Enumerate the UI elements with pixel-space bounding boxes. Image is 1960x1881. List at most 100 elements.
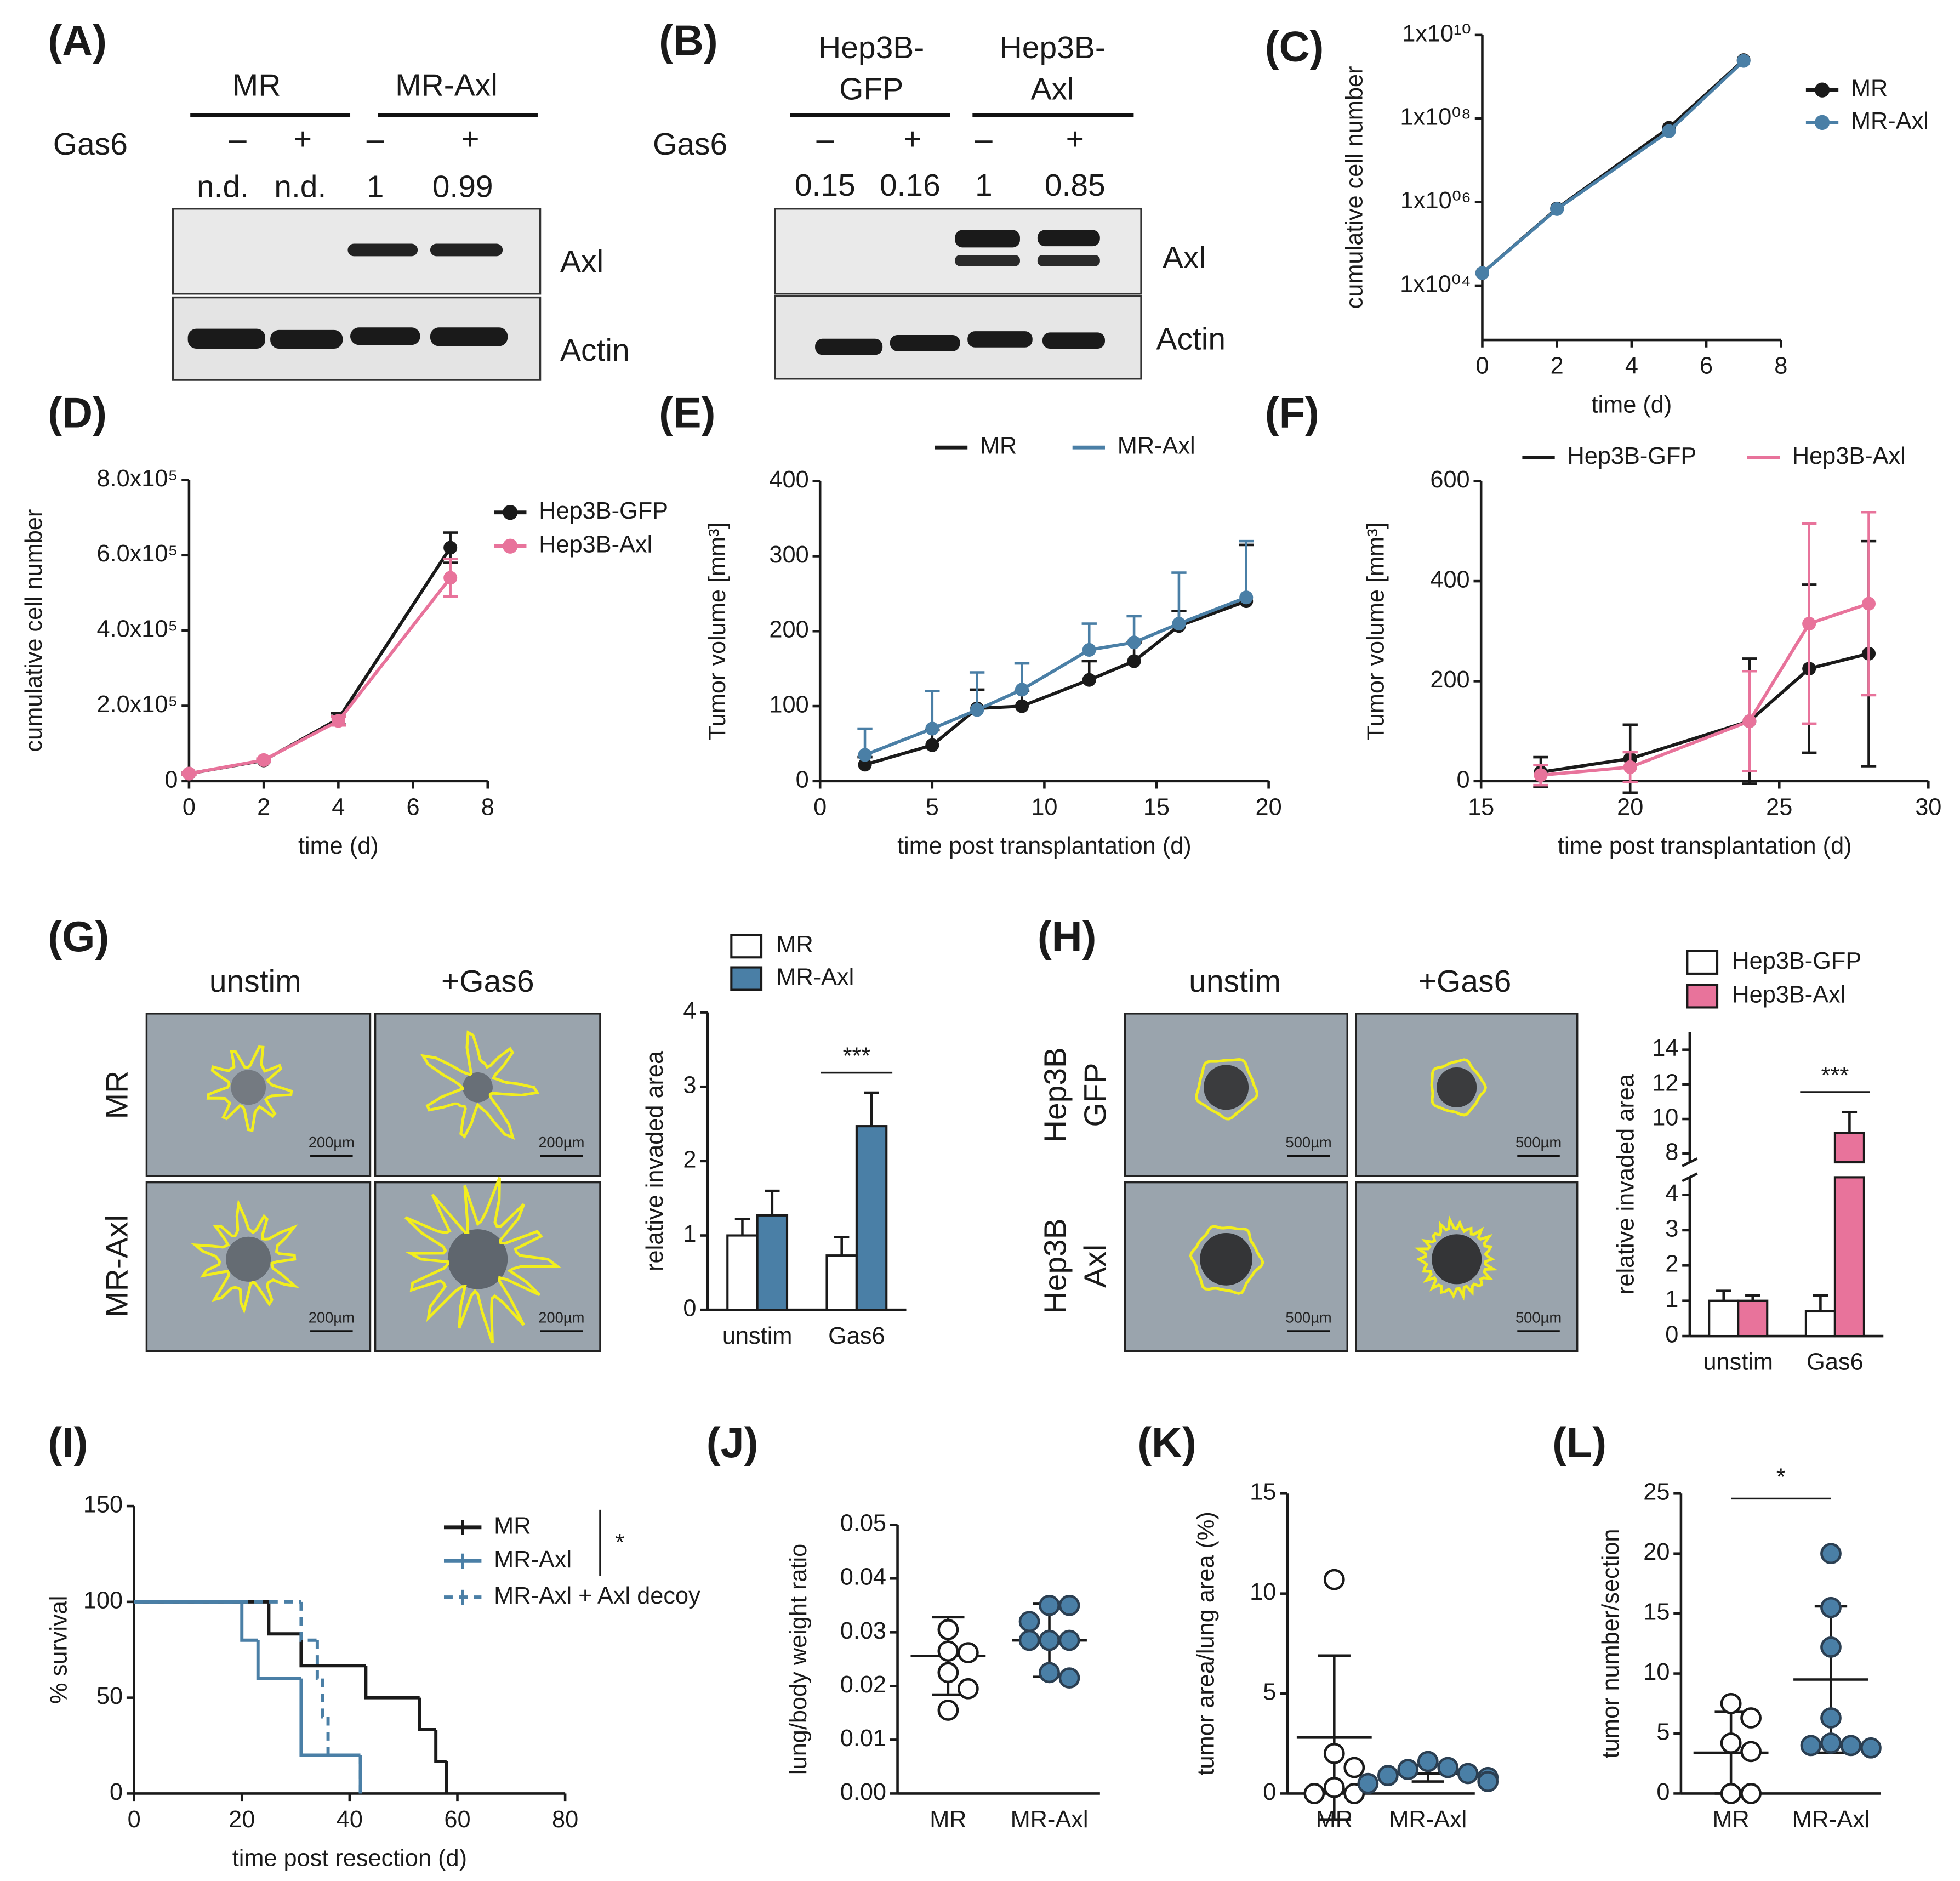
data-point: [331, 714, 345, 728]
y-tick-label: 2: [1665, 1251, 1678, 1277]
data-point: [1720, 1732, 1742, 1754]
y-tick-label: 25: [1643, 1479, 1670, 1505]
survival-step: [418, 1697, 436, 1731]
row-label: Hep3B: [1038, 1047, 1073, 1143]
data-point: [1357, 1772, 1379, 1794]
data-point: [1534, 768, 1548, 782]
legend-label: MR-Axl: [494, 1547, 572, 1573]
data-point: [1736, 54, 1751, 68]
legend-label: Hep3B-GFP: [1567, 443, 1696, 469]
y-tick-label: 1x10⁰⁴: [1400, 271, 1471, 297]
y-tick-label: 4: [683, 998, 696, 1024]
data-point: [1437, 1757, 1459, 1778]
y-tick-label: 100: [83, 1587, 123, 1613]
column-label: +Gas6: [1418, 964, 1511, 999]
legend-marker: [503, 538, 518, 554]
x-tick-label: Gas6: [828, 1323, 885, 1349]
x-tick-label: 20: [229, 1806, 255, 1833]
x-tick-label: 4: [332, 794, 345, 820]
x-tick-label: unstim: [1703, 1349, 1773, 1376]
survival-step: [326, 1717, 361, 1757]
bar: [825, 1254, 858, 1311]
data-point: [1239, 590, 1254, 605]
data-point: [970, 703, 984, 717]
legend-label: Hep3B-Axl: [1792, 443, 1906, 469]
x-tick-label: 8: [1774, 353, 1787, 379]
x-tick-label: 0: [1475, 353, 1489, 379]
data-point: [957, 1642, 979, 1663]
data-point: [1477, 1771, 1499, 1792]
row-label: MR-Axl: [99, 1215, 134, 1317]
y-tick-label: 0.05: [840, 1510, 886, 1537]
group-label: Hep3B-: [1000, 30, 1106, 65]
data-point: [443, 541, 458, 555]
scale-bar-label: 500µm: [1285, 1309, 1331, 1326]
column-label: unstim: [1189, 964, 1281, 999]
y-tick-label: 14: [1652, 1035, 1678, 1061]
y-tick-label: 12: [1652, 1070, 1678, 1096]
data-point: [1058, 1667, 1080, 1689]
data-point: [1820, 1707, 1842, 1729]
data-point: [1015, 683, 1029, 697]
legend-swatch: [1686, 984, 1719, 1009]
lane-label: –: [229, 122, 247, 157]
data-point: [1417, 1751, 1439, 1772]
quant-label: n.d.: [197, 169, 249, 204]
y-axis-label: % survival: [46, 1596, 72, 1704]
invasion-outline: [1430, 1058, 1487, 1117]
legend-label: MR-Axl: [1118, 433, 1195, 459]
invasion-outline: [420, 1030, 540, 1140]
scale-bar-label: 500µm: [1515, 1134, 1562, 1151]
bar: [726, 1234, 759, 1311]
x-tick-label: MR-Axl: [1792, 1806, 1870, 1833]
blot-band: [430, 327, 508, 346]
y-tick-label: 300: [769, 542, 808, 568]
data-point: [1058, 1629, 1080, 1651]
survival-step: [321, 1678, 328, 1719]
data-point: [1039, 1629, 1060, 1651]
treatment-label: Gas6: [653, 127, 727, 162]
legend-label: MR: [776, 931, 813, 958]
data-point: [1303, 1783, 1325, 1804]
x-axis-label: time (d): [1592, 391, 1672, 418]
legend-label: Hep3B-Axl: [539, 532, 652, 558]
data-point: [182, 766, 196, 781]
y-axis-label: tumor number/section: [1598, 1528, 1624, 1758]
panel-label: (F): [1265, 390, 1319, 437]
y-tick-label: 0: [796, 766, 809, 793]
y-tick-label: 6.0x10⁵: [96, 541, 178, 567]
row-label: MR: [99, 1071, 134, 1119]
spheroid: [1437, 1067, 1477, 1107]
data-point: [1018, 1629, 1040, 1651]
data-point: [925, 721, 939, 736]
x-tick-label: 60: [444, 1806, 470, 1833]
y-tick-label: 5: [1263, 1679, 1276, 1705]
panel-label: (J): [706, 1419, 759, 1467]
y-tick-label: 0: [164, 766, 178, 793]
invasion-outline: [1189, 1225, 1264, 1295]
data-point: [1742, 714, 1757, 728]
x-tick-label: Gas6: [1807, 1349, 1864, 1376]
invasion-outline: [1195, 1058, 1258, 1121]
significance-label: ***: [843, 1043, 871, 1070]
survival-step: [299, 1601, 317, 1642]
data-point: [1343, 1757, 1365, 1778]
data-point: [1861, 596, 1876, 611]
legend-label: MR-Axl: [776, 964, 854, 990]
x-tick-label: 80: [552, 1806, 578, 1833]
spheroid: [463, 1072, 493, 1103]
row-label: Hep3B: [1038, 1218, 1073, 1314]
legend-swatch: [730, 934, 763, 959]
column-label: unstim: [209, 964, 301, 999]
legend-label: Hep3B-Axl: [1732, 981, 1845, 1008]
y-tick-label: 10: [1643, 1659, 1670, 1685]
legend-label: MR-Axl: [1851, 108, 1929, 134]
survival-step: [299, 1634, 366, 1668]
blot-band: [187, 328, 265, 349]
y-tick-label: 200: [1430, 667, 1469, 693]
y-tick-label: 1: [683, 1221, 696, 1247]
data-point: [1623, 760, 1637, 774]
blot-band: [955, 230, 1020, 248]
survival-step: [434, 1730, 447, 1763]
legend-marker: [1814, 82, 1830, 98]
